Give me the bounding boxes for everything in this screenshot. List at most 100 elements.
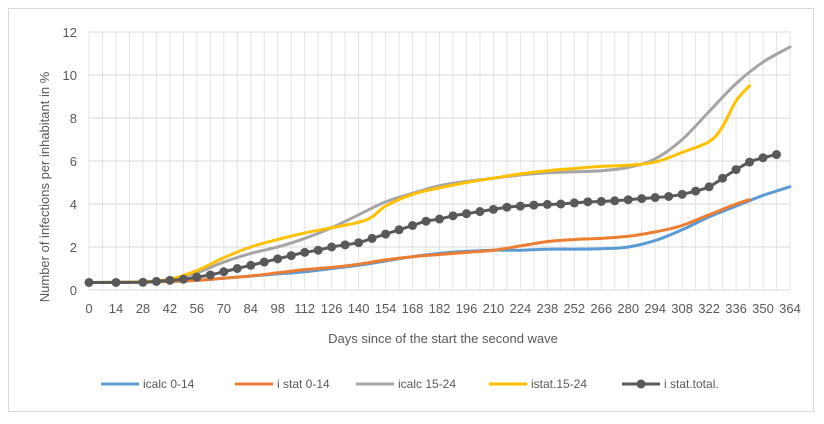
line-chart: 0 2 4 6 8 10 12 0 14 28 42 56 70 84 98 112 126 140 154 168… bbox=[37, 25, 801, 391]
y-tick-label: 10 bbox=[63, 68, 77, 83]
x-tick-label: 224 bbox=[510, 301, 532, 316]
data-point bbox=[488, 204, 498, 214]
data-point bbox=[300, 247, 310, 257]
data-point bbox=[637, 194, 647, 204]
series-line-istat-15-24 bbox=[87, 84, 752, 284]
data-point bbox=[367, 233, 377, 243]
x-tick-label: 280 bbox=[617, 301, 639, 316]
data-point bbox=[259, 257, 269, 267]
data-point bbox=[273, 254, 283, 264]
data-point bbox=[219, 267, 229, 277]
y-tick-label: 6 bbox=[70, 154, 77, 169]
series-i-stat-total bbox=[84, 150, 782, 287]
x-tick-label: 42 bbox=[163, 301, 177, 316]
legend-label: icalc 0-14 bbox=[143, 377, 195, 391]
data-point bbox=[461, 209, 471, 219]
data-point bbox=[731, 165, 741, 175]
x-tick-label: 0 bbox=[85, 301, 92, 316]
data-point bbox=[354, 238, 364, 248]
data-point bbox=[502, 202, 512, 212]
x-tick-labels: 0 14 28 42 56 70 84 98 112 126 140 154 168 182 196 210 2… bbox=[85, 301, 800, 316]
x-tick-label: 252 bbox=[563, 301, 585, 316]
legend-label: i stat.total. bbox=[664, 377, 719, 391]
data-point bbox=[394, 225, 404, 235]
data-point bbox=[448, 211, 458, 221]
data-point bbox=[286, 251, 296, 261]
y-tick-label: 0 bbox=[70, 283, 77, 298]
x-tick-label: 112 bbox=[294, 301, 315, 316]
data-point bbox=[542, 199, 552, 209]
data-point bbox=[664, 191, 674, 201]
legend: icalc 0-14 i stat 0-14 icalc 15-24 istat.15… bbox=[101, 377, 719, 391]
data-point bbox=[772, 150, 782, 160]
x-tick-label: 154 bbox=[375, 301, 397, 316]
data-point bbox=[421, 216, 431, 226]
chart-container: 0 2 4 6 8 10 12 0 14 28 42 56 70 84 98 112 126 140 154 168… bbox=[8, 8, 814, 412]
series-line-i-stat-total bbox=[87, 153, 778, 284]
data-point bbox=[515, 201, 525, 211]
data-point bbox=[758, 153, 768, 163]
data-point bbox=[718, 173, 728, 183]
legend-item: icalc 0-14 bbox=[101, 377, 195, 391]
legend-item: i stat 0-14 bbox=[235, 377, 330, 391]
x-tick-label: 168 bbox=[402, 301, 424, 316]
legend-item: i stat.total. bbox=[622, 377, 719, 391]
y-tick-label: 12 bbox=[63, 25, 77, 40]
x-tick-label: 238 bbox=[536, 301, 558, 316]
x-tick-label: 294 bbox=[644, 301, 666, 316]
data-point bbox=[475, 207, 485, 217]
data-point bbox=[84, 277, 94, 287]
series-icalc-15-24 bbox=[87, 45, 792, 284]
series-line-icalc-15-24 bbox=[87, 45, 792, 284]
legend-label: icalc 15-24 bbox=[398, 377, 456, 391]
data-point bbox=[151, 276, 161, 286]
series-istat-15-24 bbox=[87, 84, 752, 284]
data-point bbox=[178, 274, 188, 284]
y-tick-label: 8 bbox=[70, 111, 77, 126]
x-axis-title: Days since of the start the second wave bbox=[328, 331, 558, 346]
x-tick-label: 126 bbox=[321, 301, 343, 316]
x-tick-label: 336 bbox=[725, 301, 747, 316]
x-tick-label: 140 bbox=[348, 301, 370, 316]
data-point bbox=[313, 245, 323, 255]
data-point bbox=[623, 195, 633, 205]
data-point bbox=[691, 186, 701, 196]
x-tick-label: 70 bbox=[217, 301, 231, 316]
legend-label: istat.15-24 bbox=[531, 377, 587, 391]
data-point bbox=[745, 157, 755, 167]
x-tick-label: 322 bbox=[698, 301, 720, 316]
x-tick-label: 196 bbox=[456, 301, 478, 316]
data-point bbox=[529, 200, 539, 210]
data-point bbox=[650, 193, 660, 203]
x-tick-label: 28 bbox=[136, 301, 150, 316]
legend-item: icalc 15-24 bbox=[356, 377, 456, 391]
y-tick-labels: 0 2 4 6 8 10 12 bbox=[63, 25, 77, 298]
x-tick-label: 210 bbox=[483, 301, 505, 316]
x-tick-label: 350 bbox=[752, 301, 774, 316]
y-tick-label: 2 bbox=[70, 240, 77, 255]
y-tick-label: 4 bbox=[70, 197, 77, 212]
x-tick-label: 14 bbox=[109, 301, 123, 316]
x-tick-label: 98 bbox=[270, 301, 284, 316]
data-point bbox=[677, 189, 687, 199]
legend-marker bbox=[636, 379, 646, 389]
data-point bbox=[192, 272, 202, 282]
legend-label: i stat 0-14 bbox=[277, 377, 330, 391]
data-point bbox=[205, 270, 215, 280]
y-axis-title: Number of infections per inhabitant in % bbox=[37, 71, 52, 302]
x-tick-label: 364 bbox=[779, 301, 801, 316]
data-point bbox=[327, 242, 337, 252]
data-point bbox=[165, 275, 175, 285]
x-tick-label: 266 bbox=[590, 301, 612, 316]
data-point bbox=[381, 229, 391, 239]
data-point bbox=[111, 277, 121, 287]
x-tick-label: 182 bbox=[429, 301, 451, 316]
x-tick-label: 56 bbox=[190, 301, 204, 316]
data-point bbox=[704, 182, 714, 192]
legend-item: istat.15-24 bbox=[489, 377, 587, 391]
data-point bbox=[569, 198, 579, 208]
x-tick-label: 84 bbox=[244, 301, 258, 316]
data-point bbox=[556, 199, 566, 209]
x-tick-label: 308 bbox=[671, 301, 693, 316]
grid-lines bbox=[88, 31, 791, 291]
